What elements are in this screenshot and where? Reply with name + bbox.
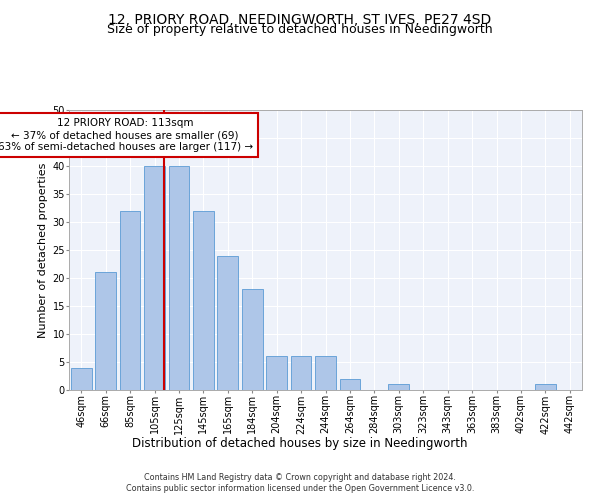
- Bar: [71, 368, 92, 390]
- Bar: [535, 384, 556, 390]
- Text: Contains HM Land Registry data © Crown copyright and database right 2024.: Contains HM Land Registry data © Crown c…: [144, 472, 456, 482]
- Bar: [290, 356, 311, 390]
- Text: 12 PRIORY ROAD: 113sqm
← 37% of detached houses are smaller (69)
63% of semi-det: 12 PRIORY ROAD: 113sqm ← 37% of detached…: [0, 118, 253, 152]
- Y-axis label: Number of detached properties: Number of detached properties: [38, 162, 48, 338]
- Bar: [388, 384, 409, 390]
- Bar: [315, 356, 336, 390]
- Bar: [217, 256, 238, 390]
- Bar: [95, 272, 116, 390]
- Text: Size of property relative to detached houses in Needingworth: Size of property relative to detached ho…: [107, 24, 493, 36]
- Bar: [144, 166, 165, 390]
- Bar: [340, 379, 361, 390]
- Text: 12, PRIORY ROAD, NEEDINGWORTH, ST IVES, PE27 4SD: 12, PRIORY ROAD, NEEDINGWORTH, ST IVES, …: [109, 12, 491, 26]
- Bar: [193, 211, 214, 390]
- Bar: [266, 356, 287, 390]
- Text: Distribution of detached houses by size in Needingworth: Distribution of detached houses by size …: [132, 438, 468, 450]
- Text: Contains public sector information licensed under the Open Government Licence v3: Contains public sector information licen…: [126, 484, 474, 493]
- Bar: [242, 289, 263, 390]
- Bar: [169, 166, 190, 390]
- Bar: [119, 211, 140, 390]
